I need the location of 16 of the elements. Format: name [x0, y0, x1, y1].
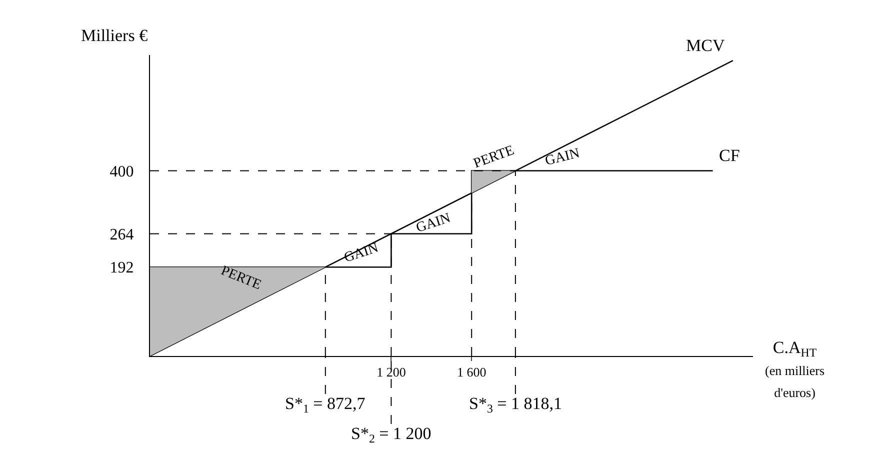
y-axis-title: Milliers €: [81, 26, 148, 45]
x-axis-title: C.A$_{HT}$ (en milliers d'euros): [765, 338, 825, 400]
x-tick-label: 1 600: [456, 364, 486, 380]
ref-line-label: S*$_{2}$ = 1 200: [351, 424, 432, 446]
annotation: PERTE: [218, 264, 264, 294]
annotation: PERTE: [472, 143, 516, 172]
x-tick-label: 1 200: [376, 364, 406, 380]
series-label: CF: [719, 146, 740, 165]
ref-line-label: S*$_{3}$ = 1 818,1: [469, 394, 562, 416]
series-label: MCV: [686, 36, 726, 55]
annotation: GAIN: [544, 146, 582, 170]
ref-line-label: S*$_{1}$ = 872,7: [285, 394, 366, 416]
annotation: GAIN: [414, 210, 452, 236]
y-tick-label: 192: [110, 260, 134, 277]
y-tick-label: 400: [110, 163, 134, 180]
y-tick-label: 264: [110, 226, 134, 244]
